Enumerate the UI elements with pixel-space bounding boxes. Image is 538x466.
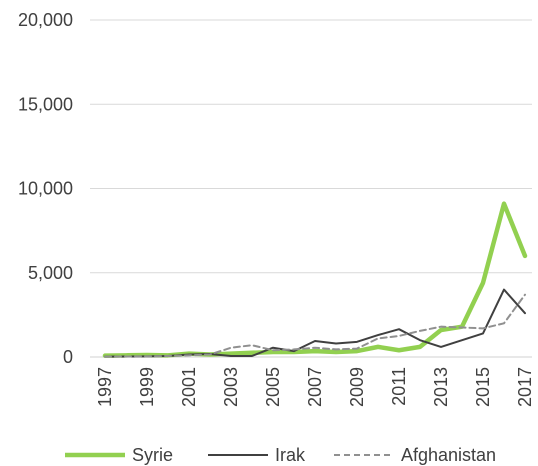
- x-tick-label: 2013: [431, 367, 451, 407]
- y-tick-label: 20,000: [18, 10, 73, 30]
- y-tick-label: 5,000: [28, 263, 73, 283]
- legend-label-irak: Irak: [275, 445, 306, 465]
- x-tick-label: 2015: [473, 367, 493, 407]
- x-tick-label: 2017: [515, 367, 535, 407]
- x-tick-label: 1997: [95, 367, 115, 407]
- y-tick-label: 15,000: [18, 94, 73, 114]
- legend: Syrie Irak Afghanistan: [65, 445, 496, 465]
- x-tick-label: 1999: [137, 367, 157, 407]
- y-axis-tick-labels: 0 5,000 10,000 15,000 20,000: [18, 10, 73, 367]
- series-lines: [102, 201, 528, 358]
- x-tick-label: 2001: [179, 367, 199, 407]
- x-tick-label: 2003: [221, 367, 241, 407]
- y-tick-label: 0: [63, 347, 73, 367]
- x-tick-label: 2009: [347, 367, 367, 407]
- legend-label-syrie: Syrie: [132, 445, 173, 465]
- legend-label-afghanistan: Afghanistan: [401, 445, 496, 465]
- x-axis-tick-labels: 1997 1999 2001 2003 2005 2007 2009 2011 2013 2015…: [95, 367, 535, 407]
- series-line-afghanistan: [104, 293, 526, 358]
- y-tick-label: 10,000: [18, 179, 73, 199]
- x-tick-label: 2011: [389, 367, 409, 406]
- x-tick-label: 2005: [263, 367, 283, 407]
- x-tick-label: 2007: [305, 367, 325, 407]
- series-line-syrie: [102, 201, 528, 358]
- gridlines: [90, 19, 532, 274]
